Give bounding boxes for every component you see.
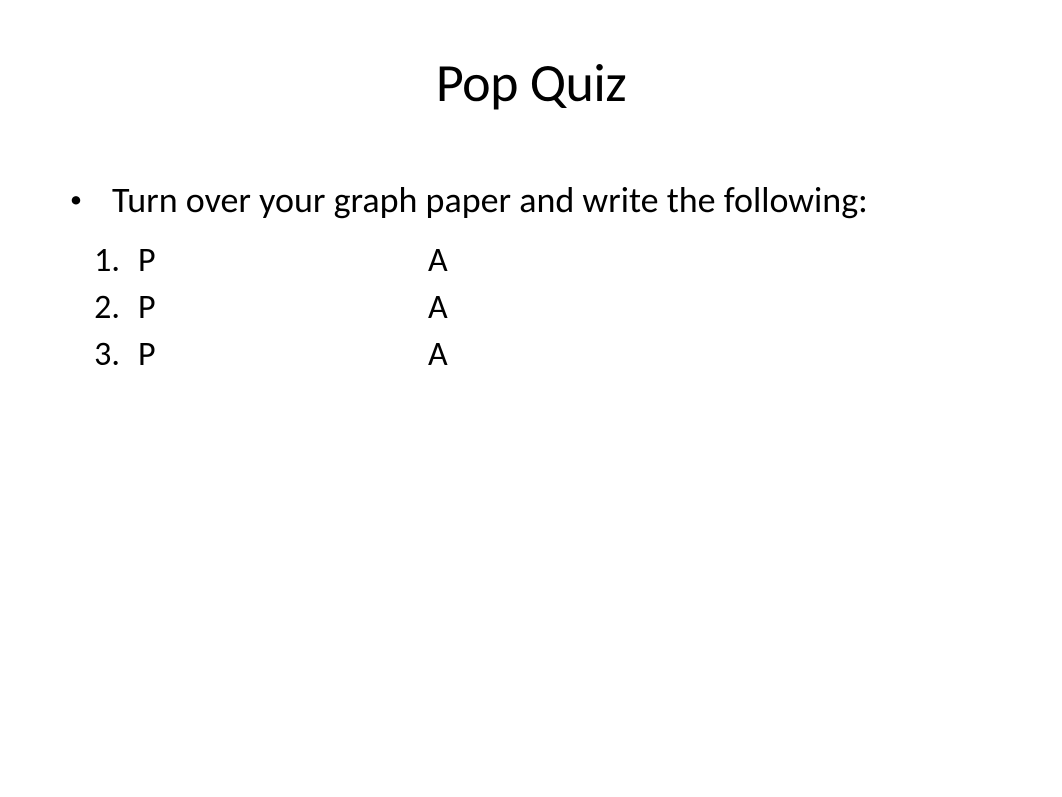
bullet-text: Turn over your graph paper and write the… xyxy=(112,176,868,225)
slide-content: • Turn over your graph paper and write t… xyxy=(60,176,1002,375)
list-col-a: A xyxy=(428,240,1002,281)
list-number: 1. xyxy=(70,240,120,281)
list-number: 2. xyxy=(70,287,120,328)
list-number: 3. xyxy=(70,334,120,375)
list-item: 2. P A xyxy=(70,287,1002,328)
list-col-p: P xyxy=(138,287,428,328)
list-col-a: A xyxy=(428,334,1002,375)
list-item: 3. P A xyxy=(70,334,1002,375)
numbered-list: 1. P A 2. P A 3. P A xyxy=(70,240,1002,375)
list-col-p: P xyxy=(138,240,428,281)
bullet-marker: • xyxy=(70,188,82,212)
list-col-a: A xyxy=(428,287,1002,328)
bullet-item: • Turn over your graph paper and write t… xyxy=(70,176,1002,225)
slide-title: Pop Quiz xyxy=(60,50,1002,116)
list-col-p: P xyxy=(138,334,428,375)
list-item: 1. P A xyxy=(70,240,1002,281)
